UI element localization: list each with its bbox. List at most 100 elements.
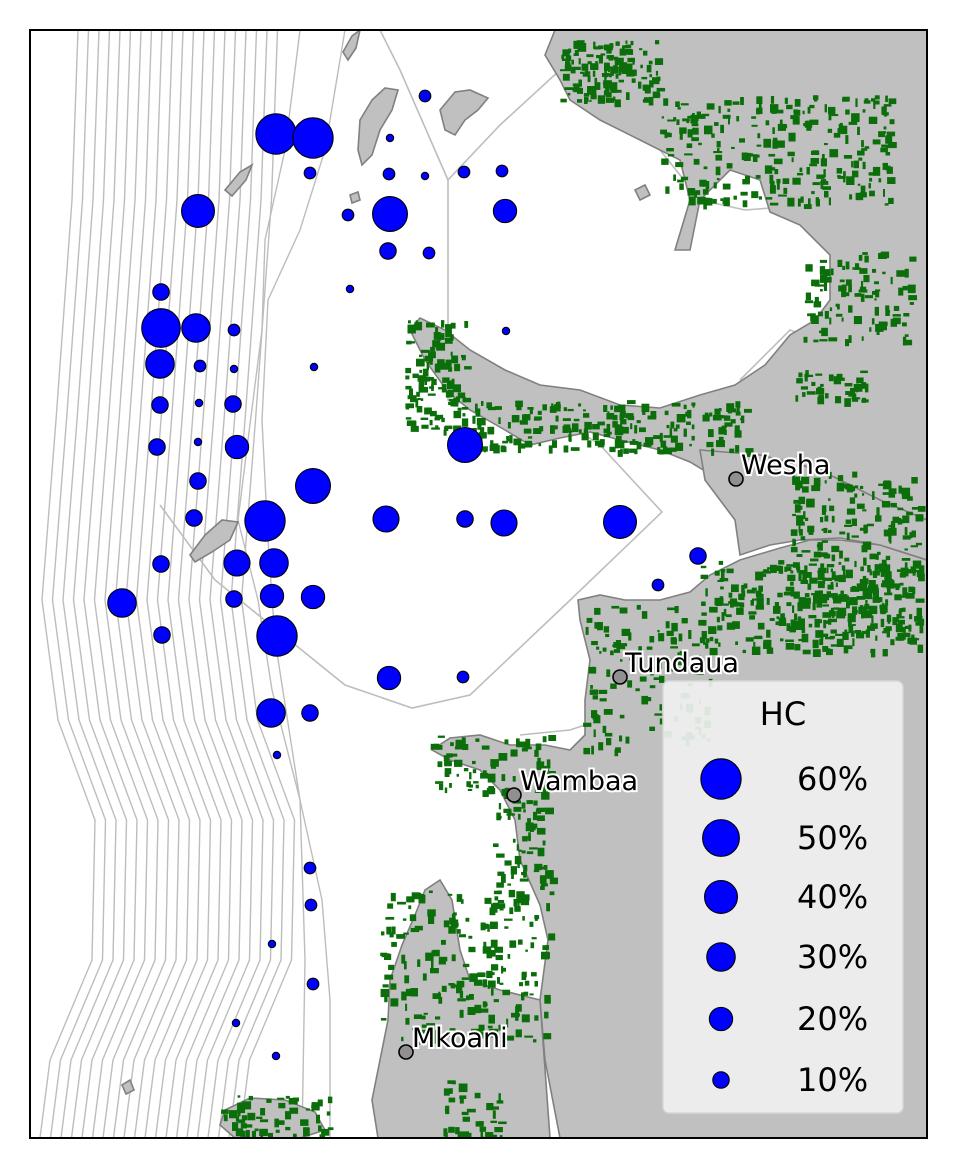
mangrove-patch bbox=[547, 952, 550, 959]
mangrove-patch bbox=[817, 396, 825, 405]
mangrove-patch bbox=[903, 313, 910, 317]
mangrove-patch bbox=[706, 103, 715, 110]
mangrove-patch bbox=[755, 590, 762, 594]
survey-site bbox=[272, 750, 282, 760]
mangrove-patch bbox=[898, 595, 907, 598]
mangrove-patch bbox=[691, 123, 699, 127]
mangrove-patch bbox=[638, 81, 642, 89]
mangrove-patch bbox=[619, 410, 626, 418]
mangrove-patch bbox=[902, 336, 907, 346]
mangrove-patch bbox=[578, 429, 582, 434]
legend-entry: 30% bbox=[706, 938, 868, 976]
mangrove-patch bbox=[804, 374, 814, 377]
mangrove-patch bbox=[861, 609, 867, 619]
mangrove-patch bbox=[698, 142, 702, 146]
mangrove-patch bbox=[876, 507, 880, 516]
mangrove-patch bbox=[874, 281, 879, 285]
mangrove-patch bbox=[410, 927, 420, 933]
mangrove-patch bbox=[489, 444, 497, 451]
mangrove-patch bbox=[820, 184, 824, 189]
mangrove-patch bbox=[875, 291, 880, 298]
mangrove-patch bbox=[493, 843, 499, 847]
mangrove-patch bbox=[445, 390, 452, 398]
mangrove-patch bbox=[805, 292, 811, 301]
mangrove-patch bbox=[498, 803, 502, 810]
mangrove-patch bbox=[486, 952, 493, 959]
mangrove-patch bbox=[842, 265, 845, 270]
mangrove-patch bbox=[446, 753, 453, 758]
island-north-3 bbox=[342, 30, 361, 62]
mangrove-patch bbox=[901, 494, 911, 500]
mangrove-patch bbox=[820, 158, 827, 167]
mangrove-patch bbox=[736, 116, 740, 122]
mangrove-patch bbox=[384, 974, 394, 980]
mangrove-patch bbox=[482, 979, 488, 988]
mangrove-patch bbox=[811, 485, 821, 492]
mangrove-patch bbox=[426, 322, 435, 328]
mangrove-patch bbox=[477, 1031, 485, 1039]
mangrove-patch bbox=[655, 40, 660, 45]
mangrove-patch bbox=[827, 593, 837, 598]
mangrove-patch bbox=[327, 1096, 333, 1104]
mangrove-patch bbox=[610, 405, 613, 410]
survey-site bbox=[300, 584, 326, 610]
mangrove-patch bbox=[407, 324, 416, 334]
mangrove-patch bbox=[712, 414, 722, 421]
mangrove-patch bbox=[609, 446, 616, 453]
mangrove-patch bbox=[459, 991, 464, 998]
mangrove-patch bbox=[752, 598, 758, 601]
mangrove-patch bbox=[868, 183, 871, 189]
mangrove-patch bbox=[908, 624, 912, 632]
legend-label: 30% bbox=[797, 938, 868, 976]
mangrove-patch bbox=[885, 95, 888, 103]
mangrove-patch bbox=[380, 988, 390, 998]
mangrove-patch bbox=[525, 738, 531, 747]
mangrove-patch bbox=[639, 676, 647, 682]
mangrove-patch bbox=[732, 621, 740, 629]
mangrove-patch bbox=[784, 97, 788, 104]
mangrove-patch bbox=[386, 926, 392, 935]
mangrove-patch bbox=[441, 417, 445, 423]
mangrove-patch bbox=[616, 57, 624, 65]
mangrove-patch bbox=[613, 56, 619, 61]
mangrove-patch bbox=[513, 806, 522, 812]
mangrove-patch bbox=[756, 96, 763, 104]
town-label: Wambaa bbox=[520, 766, 638, 797]
mangrove-patch bbox=[435, 745, 443, 750]
mangrove-patch bbox=[888, 488, 897, 494]
mangrove-patch bbox=[703, 166, 708, 170]
mangrove-patch bbox=[828, 471, 832, 479]
mangrove-patch bbox=[755, 593, 764, 598]
mangrove-patch bbox=[720, 415, 728, 419]
mangrove-patch bbox=[674, 606, 679, 614]
mangrove-patch bbox=[820, 274, 828, 283]
mangrove-patch bbox=[690, 663, 696, 669]
mangrove-patch bbox=[830, 268, 834, 276]
mangrove-patch bbox=[714, 408, 721, 415]
mangrove-patch bbox=[578, 79, 582, 87]
mangrove-patch bbox=[849, 180, 852, 185]
survey-site bbox=[223, 549, 251, 577]
mangrove-patch bbox=[629, 448, 638, 453]
mangrove-patch bbox=[428, 915, 435, 924]
mangrove-patch bbox=[447, 380, 455, 390]
mangrove-patch bbox=[435, 414, 444, 420]
mangrove-patch bbox=[755, 175, 761, 179]
mangrove-patch bbox=[441, 1036, 445, 1041]
mangrove-patch bbox=[851, 398, 859, 402]
mangrove-patch bbox=[285, 1126, 291, 1131]
depth-contour bbox=[165, 30, 222, 1138]
mangrove-patch bbox=[687, 188, 696, 196]
mangrove-patch bbox=[830, 644, 838, 647]
mangrove-patch bbox=[570, 447, 580, 451]
mangrove-patch bbox=[567, 49, 570, 56]
mangrove-patch bbox=[726, 568, 734, 574]
mangrove-patch bbox=[883, 529, 892, 537]
mangrove-patch bbox=[888, 98, 897, 105]
mangrove-patch bbox=[480, 446, 488, 452]
mangrove-patch bbox=[677, 179, 684, 183]
mangrove-patch bbox=[911, 507, 920, 510]
mangrove-patch bbox=[701, 612, 707, 616]
mangrove-patch bbox=[327, 1127, 334, 1131]
mangrove-patch bbox=[766, 629, 771, 638]
